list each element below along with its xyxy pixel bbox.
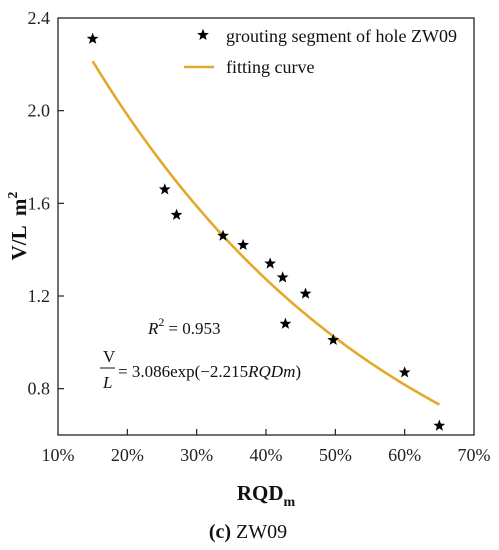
legend-label-curve: fitting curve [226, 57, 314, 77]
r-squared-value: = 0.953 [168, 319, 220, 338]
x-axis-title-subscript: m [284, 495, 296, 510]
x-axis-title-main: RQD [237, 481, 284, 505]
data-point-star [398, 366, 411, 378]
equation-variable: RQDm [247, 362, 295, 381]
y-tick-label: 0.8 [28, 379, 51, 399]
x-tick-label: 40% [250, 445, 283, 465]
x-tick-label: 60% [388, 445, 421, 465]
data-point-star [237, 238, 250, 251]
data-point-star [433, 419, 446, 431]
x-tick-label: 30% [180, 445, 213, 465]
r-squared-annotation: R2 = 0.953 [147, 315, 220, 338]
data-point-star [279, 317, 292, 329]
y-axis-title: V/L m2 [6, 192, 31, 261]
figure-caption: (c) ZW09 [209, 521, 287, 543]
x-tick-label: 10% [42, 445, 75, 465]
equation-numerator: V [103, 347, 116, 366]
y-tick-label: 2.0 [28, 101, 51, 121]
y-tick-label: 1.6 [28, 193, 51, 213]
r-squared-exponent: 2 [158, 315, 164, 329]
legend-label-points: grouting segment of hole ZW09 [226, 26, 457, 46]
data-point-star [158, 183, 171, 195]
equation-suffix: ) [295, 362, 301, 381]
data-point-star [327, 333, 340, 346]
r-squared-symbol: R [147, 319, 159, 338]
data-point-star [276, 271, 289, 283]
y-axis-title-exponent: 2 [6, 192, 21, 199]
data-point-star [264, 257, 277, 269]
data-point-star [217, 229, 229, 241]
y-axis-title-main: V/L m [7, 198, 31, 260]
data-point-star [86, 32, 99, 44]
y-axis-ticks: 0.8 1.2 1.6 2.0 2.4 [28, 8, 64, 399]
x-tick-label: 50% [319, 445, 352, 465]
y-tick-label: 1.2 [28, 286, 51, 306]
legend-star-marker [197, 28, 209, 41]
x-axis-title: RQDm [237, 481, 296, 510]
data-point-star [299, 287, 312, 299]
y-tick-label: 2.4 [28, 8, 51, 28]
fitting-curve-line [91, 60, 440, 406]
x-tick-label: 20% [111, 445, 144, 465]
legend: grouting segment of hole ZW09 fitting cu… [184, 26, 457, 77]
caption-label: (c) [209, 521, 231, 543]
equation-prefix: = 3.086exp(−2.215 [118, 362, 248, 381]
equation-body: = 3.086exp(−2.215RQDm) [118, 362, 301, 381]
fit-equation: V L = 3.086exp(−2.215RQDm) [100, 347, 301, 392]
data-point-star [170, 208, 183, 220]
x-tick-label: 70% [458, 445, 491, 465]
data-points [86, 32, 446, 431]
equation-denominator: L [102, 373, 112, 392]
x-axis-ticks: 10% 20% 30% 40% 50% 60% 70% [42, 429, 491, 465]
caption-text: ZW09 [231, 521, 287, 543]
